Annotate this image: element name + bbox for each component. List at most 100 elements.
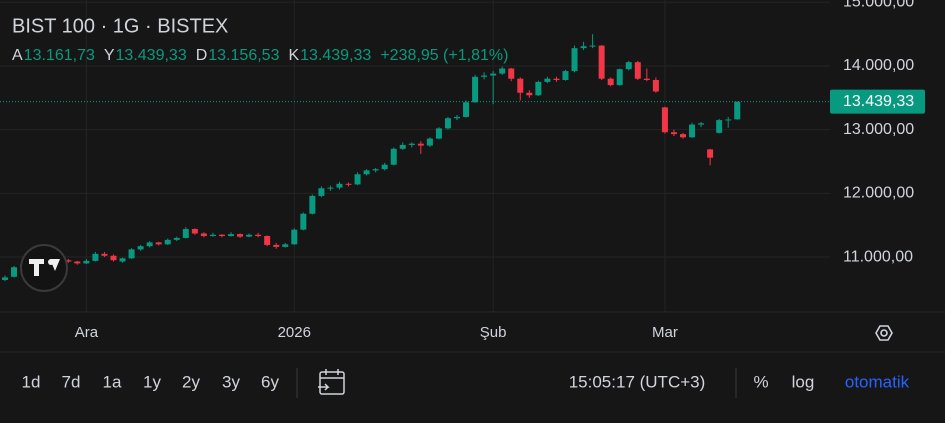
candle-body <box>444 118 451 129</box>
candle-body <box>517 78 524 93</box>
candle-body <box>191 229 198 234</box>
candle-body <box>508 68 515 79</box>
candle-body <box>417 143 424 146</box>
candle-body <box>661 107 668 133</box>
candle-body <box>345 183 352 185</box>
price-label-box <box>830 89 925 114</box>
candle-body <box>589 45 596 47</box>
candle-body <box>110 255 117 261</box>
candle-body <box>725 119 732 121</box>
candle-body <box>146 242 153 247</box>
candle-body <box>209 234 216 237</box>
candle-body <box>155 242 162 245</box>
candle-body <box>2 277 8 280</box>
range-button[interactable]: 2y <box>182 372 200 391</box>
candle-body <box>327 187 334 189</box>
candle-body <box>218 234 225 237</box>
candle-body <box>11 267 18 277</box>
candle-body <box>200 233 207 237</box>
candle-body <box>598 45 605 79</box>
settings-icon[interactable] <box>875 325 893 341</box>
price-label: 13.439,33 <box>843 93 914 110</box>
range-button[interactable]: 3y <box>222 372 240 391</box>
candle-body <box>381 164 388 170</box>
candle-body <box>481 75 488 77</box>
candle-body <box>607 78 614 86</box>
candle-body <box>670 132 677 135</box>
x-tick-label: Şub <box>480 324 507 341</box>
candle-body <box>472 76 479 103</box>
candle-body <box>336 183 343 188</box>
change: +238,95 (+1,81%) <box>380 47 508 64</box>
range-button[interactable]: 1a <box>103 372 122 391</box>
candle-body <box>300 213 307 230</box>
candle-body <box>580 46 587 49</box>
ohlc-label: A <box>12 47 23 64</box>
candle-body <box>698 123 705 125</box>
candle-body <box>544 78 551 82</box>
toolbar: 1d 7d 1a 1y 2y 3y 6y 15:05:17 (UTC+3)% log otomat… <box>22 372 910 391</box>
x-tick-label: Ara <box>75 324 99 341</box>
candle-body <box>363 170 370 175</box>
candle-body <box>490 73 497 76</box>
candle-body <box>499 68 506 74</box>
candle-body <box>273 244 280 247</box>
y-tick-label: 14.000,00 <box>843 57 914 74</box>
candle-body <box>255 234 262 237</box>
candle-body <box>390 148 397 165</box>
y-tick-label: 15.000,00 <box>843 0 914 11</box>
candle-body <box>454 116 460 119</box>
candle-body <box>282 244 289 247</box>
ohlc-header: A 13.161,73 Y 13.439,33 D 13.156,53 K 13.439,33… <box>12 47 508 64</box>
candle-body <box>65 260 72 262</box>
candle-body <box>535 81 542 96</box>
candle-body <box>164 239 171 245</box>
candle-body <box>137 246 144 250</box>
candle-body <box>643 78 650 80</box>
x-tick-label: Mar <box>652 324 678 341</box>
candle-body <box>526 92 533 96</box>
candle-body <box>652 79 659 92</box>
candle-body <box>291 229 298 245</box>
candle-body <box>228 234 234 237</box>
candle-body <box>707 149 714 158</box>
candle-body <box>92 253 99 261</box>
range-button[interactable]: 1d <box>22 372 41 391</box>
candle-body <box>83 260 90 264</box>
range-button[interactable]: 6y <box>261 372 279 391</box>
logo[interactable] <box>20 244 68 292</box>
candle-body <box>237 234 244 237</box>
clock: 15:05:17 (UTC+3) <box>569 372 706 391</box>
candle-body <box>616 69 623 86</box>
candle-body <box>562 71 569 80</box>
candle-body <box>173 237 180 240</box>
percent-toggle[interactable]: % <box>753 372 768 391</box>
candle-body <box>689 124 696 138</box>
candle-body <box>734 101 741 120</box>
y-tick-label: 11.000,00 <box>843 248 913 265</box>
ohlc-value: 13.439,33 <box>116 47 187 64</box>
candle-body <box>435 128 442 139</box>
chart-title: BIST 100 · 1G · BISTEX <box>12 15 228 37</box>
range-button[interactable]: 1y <box>143 372 161 391</box>
candle-body <box>246 234 253 237</box>
candle-body <box>74 261 81 264</box>
y-tick-label: 13.000,00 <box>843 121 914 138</box>
candle-body <box>680 134 686 138</box>
candle-body <box>128 249 135 259</box>
candle-body <box>716 120 723 133</box>
range-button[interactable]: 7d <box>62 372 81 391</box>
ohlc-label: Y <box>104 47 115 64</box>
auto-toggle[interactable]: otomatik <box>845 372 910 391</box>
candle-body <box>408 143 415 145</box>
ohlc-value: 13.439,33 <box>300 47 371 64</box>
candle-body <box>553 78 560 80</box>
candle-body <box>625 62 632 70</box>
log-toggle[interactable]: log <box>792 372 815 391</box>
candle-body <box>463 102 470 117</box>
candle-body <box>182 229 189 238</box>
candle-body <box>399 144 406 149</box>
plot-area <box>0 0 830 312</box>
date-range-icon[interactable] <box>318 369 345 395</box>
